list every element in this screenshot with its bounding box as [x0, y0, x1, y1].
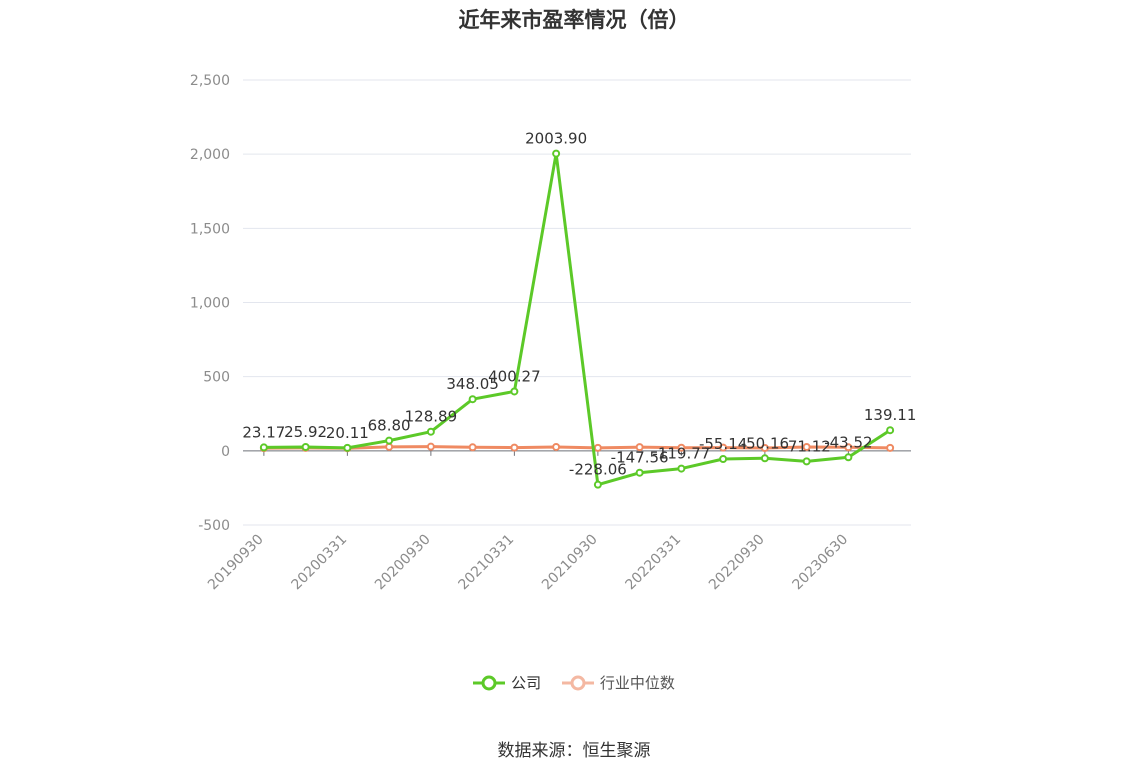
company-point — [385, 436, 394, 445]
y-tick-label: 2,500 — [190, 73, 230, 89]
y-tick-label: 0 — [221, 444, 230, 460]
data-label: -43.52 — [824, 433, 872, 451]
x-tick-label: 20200331 — [288, 532, 350, 594]
company-point — [677, 464, 686, 473]
legend-item-company[interactable]: 公司 — [473, 672, 541, 693]
company-line — [263, 152, 891, 487]
industry-point — [510, 443, 519, 452]
legend-item-industry[interactable]: 行业中位数 — [561, 672, 675, 693]
company-point — [468, 395, 477, 404]
industry-point — [635, 443, 644, 452]
company-point — [510, 387, 519, 396]
axis-layer: -500 0 500 1,000 1,500 2,000 2,500 20190930 2020… — [190, 73, 911, 593]
data-label: -228.06 — [569, 461, 627, 479]
industry-point — [802, 442, 811, 451]
industry-point — [552, 442, 561, 451]
data-label: 139.11 — [864, 406, 917, 424]
industry-point — [426, 442, 435, 451]
industry-point — [886, 443, 895, 452]
series-layer — [259, 149, 895, 489]
x-tick-label: 20190930 — [205, 532, 267, 594]
data-label: 23.17 — [242, 423, 285, 441]
data-label: -50.16 — [741, 434, 789, 452]
industry-point — [677, 443, 686, 452]
legend: 公司 行业中位数 — [0, 672, 1148, 695]
company-point — [760, 454, 769, 463]
industry-line — [263, 445, 891, 450]
industry-point — [593, 443, 602, 452]
y-tick-label: 500 — [203, 370, 230, 386]
company-point — [259, 443, 268, 452]
data-label: -147.56 — [611, 449, 669, 467]
y-tick-label: 1,500 — [190, 221, 230, 237]
data-label: 2003.90 — [525, 130, 587, 148]
line-chart: -500 0 500 1,000 1,500 2,000 2,500 20190930 2020… — [190, 73, 916, 593]
company-point — [301, 442, 310, 451]
industry-point — [385, 442, 394, 451]
industry-point — [760, 444, 769, 453]
x-tick-label: 20200930 — [372, 532, 434, 594]
industry-point — [719, 443, 728, 452]
company-point — [802, 457, 811, 466]
x-tick-label: 20210331 — [455, 532, 517, 594]
grid-layer — [243, 79, 911, 526]
industry-point — [844, 443, 853, 452]
data-label: 128.89 — [405, 408, 458, 426]
x-tick-label: 20210930 — [539, 532, 601, 594]
x-tick-label: 20220930 — [706, 532, 768, 594]
legend-label-industry: 行业中位数 — [599, 674, 675, 692]
company-point — [844, 453, 853, 462]
chart-title: 近年来市盈率情况（倍） — [458, 8, 690, 32]
data-label: -71.12 — [782, 437, 830, 455]
company-point — [343, 443, 352, 452]
data-label: 25.92 — [284, 423, 327, 441]
legend-label-company: 公司 — [511, 674, 542, 692]
x-tick-label: 20230630 — [789, 532, 851, 594]
legend-company-marker-icon — [473, 675, 506, 690]
company-point — [635, 468, 644, 477]
company-point — [886, 426, 895, 435]
industry-point — [468, 443, 477, 452]
data-label: 400.27 — [488, 367, 541, 385]
data-label: 20.11 — [326, 424, 369, 442]
company-point — [719, 455, 728, 464]
data-label: 348.05 — [446, 375, 499, 393]
data-label: 68.80 — [368, 417, 411, 435]
y-tick-label: 2,000 — [190, 147, 230, 163]
data-label: -55.14 — [699, 435, 747, 453]
company-point — [552, 149, 561, 158]
company-point — [593, 480, 602, 489]
y-tick-label: 1,000 — [190, 296, 230, 312]
y-tick-label: -500 — [198, 518, 230, 534]
data-source: 数据来源：恒生聚源 — [497, 741, 651, 761]
legend-industry-marker-icon — [561, 675, 594, 690]
company-point — [426, 427, 435, 436]
x-tick-label: 20220331 — [622, 532, 684, 594]
data-label: -119.77 — [652, 445, 710, 463]
